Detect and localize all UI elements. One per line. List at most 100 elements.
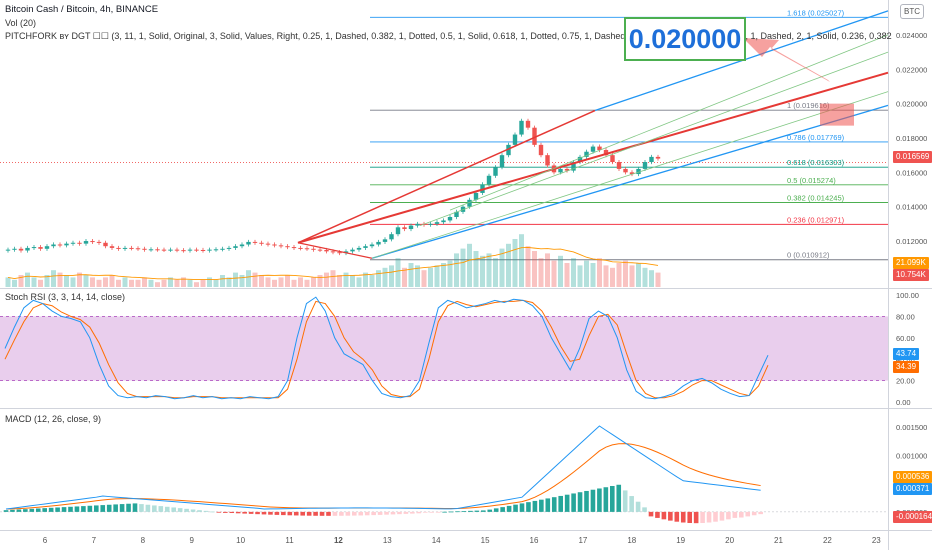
macd-hist-bar — [235, 511, 241, 514]
macd-hist-bar — [81, 506, 86, 512]
candle-body — [161, 249, 167, 251]
macd-hist-bar — [74, 506, 80, 512]
macd-hist-bar — [687, 511, 692, 524]
candle-body — [434, 222, 440, 224]
macd-histogram — [3, 484, 763, 524]
time-axis-label: 18 — [627, 536, 636, 545]
macd-tick-label: 0.001500 — [896, 423, 927, 432]
volume-bar — [421, 270, 427, 287]
volume-bar — [31, 277, 37, 287]
candle-body — [311, 248, 316, 250]
macd-hist-bar — [255, 511, 260, 515]
volume-bar — [441, 263, 446, 287]
pitchfork-indicator-label[interactable]: PITCHFORK ʙʏ DGT ☐☐ (3, 11, 1, Solid, Or… — [5, 31, 892, 41]
macd-hist-bar — [668, 511, 673, 521]
volume-bar — [376, 270, 381, 287]
macd-label[interactable]: MACD (12, 26, close, 9) — [5, 414, 102, 424]
macd-hist-bar — [390, 511, 396, 515]
macd-badge-1: 0.000536 — [893, 471, 932, 483]
volume-bar — [51, 270, 56, 287]
macd-hist-bar — [693, 511, 699, 524]
macd-hist-bar — [461, 511, 467, 512]
time-axis-label: 10 — [236, 536, 245, 545]
price-annotation-box[interactable]: 0.020000 — [624, 17, 746, 61]
stoch-tick-label: 20.00 — [896, 377, 915, 386]
macd-hist-bar — [223, 511, 228, 513]
macd-hist-bar — [487, 509, 493, 512]
candle-body — [18, 248, 24, 251]
volume-bar — [135, 279, 141, 287]
candle-body — [129, 247, 134, 249]
candle-body — [291, 247, 297, 249]
volume-bar — [155, 282, 160, 287]
volume-bar — [564, 263, 570, 287]
macd-hist-bar — [94, 505, 99, 512]
volume-bar — [538, 258, 544, 287]
macd-hist-bar — [126, 503, 131, 512]
volume-bar — [311, 277, 316, 287]
volume-bar — [64, 275, 69, 287]
volume-bar — [96, 279, 102, 287]
candle-body — [31, 247, 37, 249]
macd-hist-bar — [584, 490, 589, 512]
macd-hist-bar — [474, 510, 480, 512]
candle-body — [57, 244, 63, 246]
volume-bar — [571, 258, 576, 287]
stoch-rsi-label[interactable]: Stoch RSI (3, 3, 14, 14, close) — [5, 292, 126, 302]
volume-badge-1: 21.099K — [893, 257, 929, 269]
candle-body — [304, 248, 310, 250]
fib-level-label: 0.618 (0.016303) — [787, 158, 845, 167]
candle-body — [324, 249, 329, 252]
volume-bar — [616, 263, 622, 287]
volume-bar — [116, 279, 121, 287]
macd-hist-bar — [713, 511, 718, 522]
volume-bar — [493, 258, 498, 287]
volume-bar — [350, 275, 355, 287]
currency-button[interactable]: BTC — [900, 4, 924, 19]
pitchfork-inner-line — [419, 51, 889, 226]
fib-level-label: 0.382 (0.014245) — [787, 193, 845, 202]
volume-bar — [5, 277, 11, 287]
volume-bar — [304, 279, 310, 287]
volume-bar — [395, 258, 401, 287]
candle-body — [389, 234, 394, 240]
volume-bar — [434, 265, 440, 287]
volume-bar — [454, 253, 459, 287]
candle-body — [525, 120, 531, 128]
volume-bar — [642, 267, 648, 287]
volume-bar — [512, 239, 518, 287]
volume-bar — [148, 279, 154, 287]
volume-bar — [486, 253, 492, 287]
volume-bar — [447, 260, 453, 287]
volume-bar — [545, 253, 550, 287]
macd-hist-bar — [577, 492, 583, 512]
macd-hist-bar — [261, 511, 267, 515]
macd-hist-bar — [435, 511, 441, 513]
macd-hist-bar — [468, 510, 473, 512]
candle-body — [70, 242, 76, 244]
macd-hist-bar — [339, 511, 344, 516]
candle-body — [590, 146, 596, 152]
candle-body — [376, 241, 381, 245]
time-axis-label: 11 — [285, 536, 294, 545]
candle-body — [272, 244, 277, 246]
macd-hist-bar — [590, 489, 596, 512]
macd-hist-bar — [145, 504, 151, 512]
volume-bar — [363, 272, 368, 287]
volume-bar — [369, 275, 375, 287]
volume-bar — [161, 279, 167, 287]
candle-body — [441, 220, 446, 223]
candle-body — [265, 243, 271, 245]
macd-hist-bar — [35, 508, 41, 512]
macd-hist-bar — [448, 511, 454, 513]
macd-hist-bar — [371, 511, 376, 516]
volume-indicator-label[interactable]: Vol (20) — [5, 18, 37, 28]
volume-bar — [655, 272, 661, 287]
macd-hist-bar — [564, 494, 570, 512]
macd-hist-bar — [635, 501, 641, 512]
time-axis-label: 16 — [530, 536, 539, 545]
macd-badge-2: 0.000371 — [893, 483, 932, 495]
macd-hist-bar — [358, 511, 364, 516]
